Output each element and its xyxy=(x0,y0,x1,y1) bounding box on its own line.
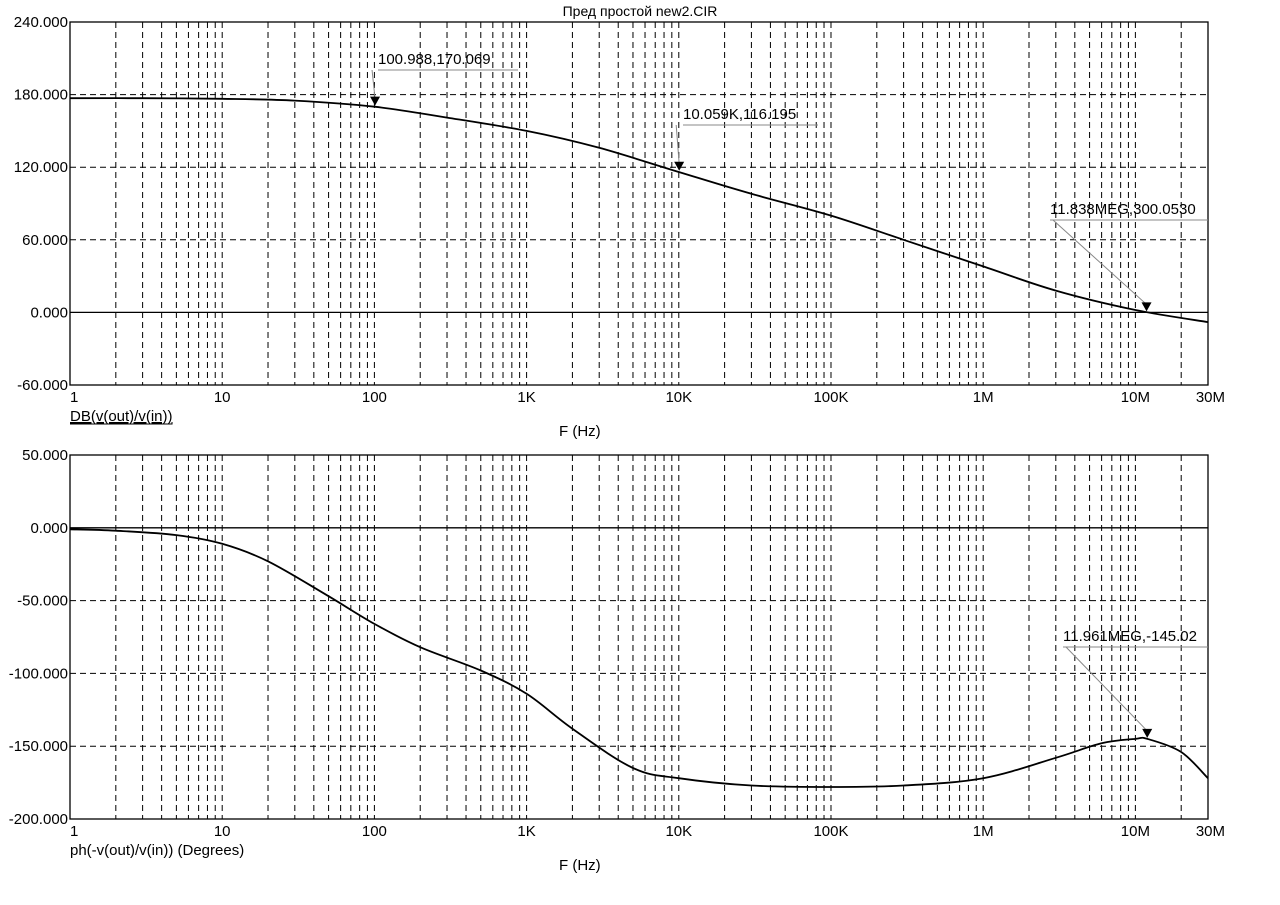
y-tick-label: -100.000 xyxy=(9,665,68,682)
y-tick-label: -150.000 xyxy=(9,738,68,755)
marker-label: 10.059K,116.195 xyxy=(683,106,796,123)
trace-label: DB(v(out)/v(in)) xyxy=(70,408,173,425)
x-tick-label: 1 xyxy=(70,823,78,840)
marker-label: 11.961MEG,-145.02 xyxy=(1063,628,1197,645)
marker-arrow xyxy=(370,96,381,106)
y-tick-label: 50.000 xyxy=(22,447,68,464)
y-tick-label: -200.000 xyxy=(9,811,68,828)
plot-frame xyxy=(69,21,1209,386)
trace-label: ph(-v(out)/v(in)) (Degrees) xyxy=(70,842,244,859)
y-tick-label: 240.000 xyxy=(14,14,68,31)
x-tick-label: 1K xyxy=(517,389,535,406)
y-tick-label: 120.000 xyxy=(14,159,68,176)
x-tick-label: 10K xyxy=(665,823,692,840)
y-tick-label: 0.000 xyxy=(30,520,68,537)
marker-arrow xyxy=(1142,728,1153,738)
x-tick-label: 1K xyxy=(517,823,535,840)
y-tick-label: 0.000 xyxy=(30,304,68,321)
x-tick-label: 1M xyxy=(973,389,994,406)
y-tick-label: 60.000 xyxy=(22,232,68,249)
marker-arrow xyxy=(1141,302,1152,312)
y-tick-label: -50.000 xyxy=(17,593,68,610)
plot-frame xyxy=(69,454,1209,820)
marker-arrow xyxy=(674,161,685,171)
x-tick-label: 1 xyxy=(70,389,78,406)
marker-label: 100.988,170.069 xyxy=(378,51,491,68)
phase-plot: 50.000 0.000 -50.000 -100.000 -150.000 -200.0… xyxy=(9,447,1225,874)
chart-title: Пред простой new2.CIR xyxy=(563,3,718,19)
series-line xyxy=(69,528,1209,788)
magnitude-plot: 240.000180.000120.00060.0000.000-60.0001… xyxy=(14,14,1225,440)
x-tick-label: 10 xyxy=(214,389,231,406)
series-line xyxy=(69,97,1209,323)
x-tick-label: 100K xyxy=(813,389,848,406)
x-tick-label: 100 xyxy=(362,389,387,406)
x-axis-label: F (Hz) xyxy=(559,857,601,874)
x-tick-label: 10 xyxy=(214,823,231,840)
marker-leader-line xyxy=(1065,646,1148,732)
marker-leader-line xyxy=(371,69,376,99)
y-tick-label: 180.000 xyxy=(14,87,68,104)
x-tick-label: 100K xyxy=(813,823,848,840)
x-tick-label: 10M xyxy=(1121,823,1150,840)
x-tick-label: 10K xyxy=(665,389,692,406)
x-tick-label: 10M xyxy=(1121,389,1150,406)
x-tick-label: 100 xyxy=(362,823,387,840)
marker-label: 11.838MEG,300.0530 xyxy=(1050,201,1196,218)
x-tick-label: 30M xyxy=(1196,823,1225,840)
marker-leader-line xyxy=(675,124,680,164)
marker-leader-line xyxy=(1052,219,1147,305)
x-tick-label: 30M xyxy=(1196,389,1225,406)
x-tick-label: 1M xyxy=(973,823,994,840)
x-axis-label: F (Hz) xyxy=(559,423,601,440)
y-tick-label: -60.000 xyxy=(17,377,68,394)
